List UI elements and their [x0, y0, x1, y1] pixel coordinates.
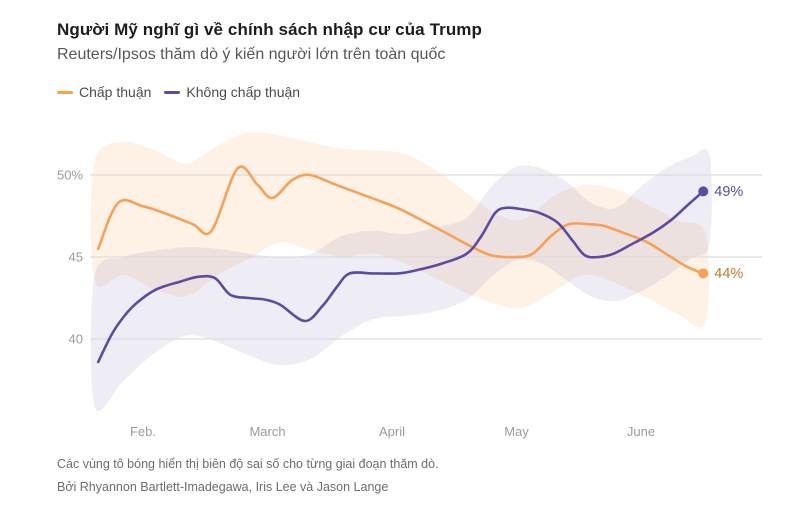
- approve-error-band: [90, 131, 710, 328]
- x-axis-tick-label: March: [249, 424, 285, 439]
- x-axis-tick-label: April: [379, 424, 405, 439]
- x-axis-tick-label: May: [504, 424, 529, 439]
- disapprove-end-label: 49%: [714, 184, 743, 200]
- approve-end-label: 44%: [714, 266, 743, 282]
- disapprove-line: [96, 190, 705, 364]
- disapprove-end-dot: [698, 186, 709, 197]
- y-axis-tick-label: 40: [69, 332, 83, 347]
- page-subtitle: Reuters/Ipsos thăm dò ý kiến người lớn t…: [57, 46, 446, 63]
- legend-label-disapprove: Không chấp thuận: [186, 84, 301, 100]
- legend-item-approve: Chấp thuận: [57, 84, 151, 100]
- approve-end-dot: [698, 268, 709, 279]
- approve-swatch-icon: [57, 90, 73, 94]
- legend: Chấp thuận Không chấp thuận: [57, 84, 300, 100]
- y-axis-tick-label: 45: [69, 250, 83, 265]
- x-axis-tick-label: June: [627, 424, 655, 439]
- disapprove-error-band: [90, 148, 712, 411]
- approve-line: [96, 165, 705, 275]
- y-axis-tick-label: 50%: [57, 168, 83, 183]
- legend-item-disapprove: Không chấp thuận: [164, 84, 300, 100]
- x-axis-tick-label: Feb.: [130, 424, 156, 439]
- byline: Bởi Rhyannon Bartlett-Imadegawa, Iris Le…: [57, 480, 389, 494]
- legend-label-approve: Chấp thuận: [79, 84, 152, 100]
- disapprove-swatch-icon: [164, 90, 181, 94]
- page-title: Người Mỹ nghĩ gì về chính sách nhập cư c…: [57, 20, 483, 39]
- methodology-note: Các vùng tô bóng hiển thị biên độ sai số…: [57, 457, 439, 471]
